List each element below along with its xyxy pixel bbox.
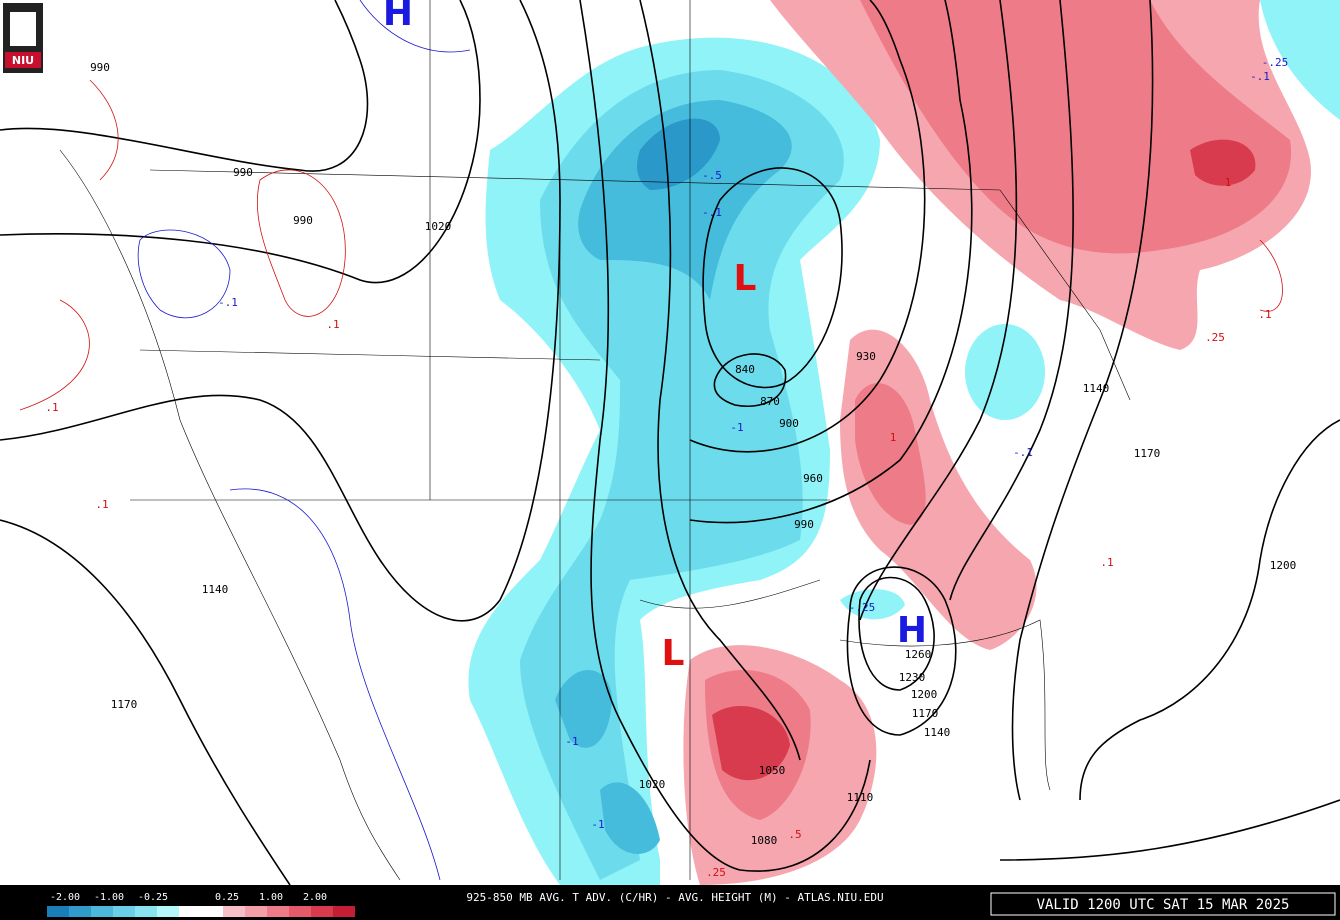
colorbar-label: 1.00 [259,892,283,903]
logo-text: NIU [12,54,34,67]
warm-advection-area [860,0,1292,254]
cold-advection-area [965,324,1045,420]
shading [468,0,1340,886]
advection-label: -.25 [849,601,876,614]
advection-label: -1 [591,818,604,831]
cold-advection-area [840,589,905,620]
pressure-center: H [383,0,413,34]
colorbar-swatch [135,906,157,917]
advection-label: .1 [45,401,58,414]
colorbar-swatch [223,906,245,917]
warm-advection-area [712,706,790,781]
valid-time: VALID 1200 UTC SAT 15 MAR 2025 [1037,897,1290,913]
colorbar-swatch [333,906,355,917]
pressure-center: H [897,610,927,651]
advection-label: -1 [565,735,578,748]
advection-label: .5 [788,828,801,841]
advection-label: .25 [1205,331,1225,344]
cold-advection-area [578,100,792,300]
logo-building [10,12,36,46]
advection-label: -.5 [702,169,722,182]
colorbar-swatch [245,906,267,917]
logo-band [5,52,41,68]
footer-title: 925-850 MB AVG. T ADV. (C/HR) - AVG. HEI… [466,891,883,904]
height-label: 1140 [202,583,229,596]
contours [0,0,1340,886]
valid-box [990,892,1336,916]
logo: NIU [3,3,43,73]
colorbar-swatch [289,906,311,917]
advection-label: -.25 [1262,56,1289,69]
height-label: 900 [779,417,799,430]
advection-label: -.1 [1013,446,1033,459]
height-label: 1140 [924,726,951,739]
height-label: 870 [760,395,780,408]
cold-advection-area [1260,0,1340,120]
height-label: 1020 [639,778,666,791]
advection-label: .1 [1258,308,1271,321]
height-label: 1170 [912,707,939,720]
height-label: 1080 [751,834,778,847]
pressure-center: L [662,633,685,674]
colorbar-label: -1.00 [94,892,124,903]
height-label: 1200 [911,688,938,701]
height-label: 1230 [899,671,926,684]
colorbar-swatch [69,906,91,917]
height-label: 930 [856,350,876,363]
advection-label: 1 [1225,176,1232,189]
advection-label: -.1 [702,206,722,219]
height-label: 990 [233,166,253,179]
advection-label: .1 [95,498,108,511]
height-label: 990 [293,214,313,227]
colorbar-swatch [311,906,333,917]
colorbar-swatch [201,906,223,917]
labels: H L L H 990 990 990 1020 840 870 900 930 960 990 1020 1… [45,0,1296,879]
height-label: 840 [735,363,755,376]
colorbar-label: -2.00 [50,892,80,903]
colorbar-swatch [47,906,69,917]
advection-label: .25 [706,866,726,879]
advection-label: -.1 [1250,70,1270,83]
colorbar-swatch [91,906,113,917]
cold-advection-area [637,118,720,190]
advection-label: .1 [1100,556,1113,569]
advection-label: 1 [890,431,897,444]
colorbar-label: -0.25 [138,892,168,903]
height-label: 1200 [1270,559,1297,572]
pressure-center: L [734,258,757,299]
colorbar-label: 0.25 [215,892,239,903]
colorbar: -2.00 -1.00 -0.25 0.25 1.00 2.00 [47,892,355,917]
advection-label: .1 [326,318,339,331]
height-label: 1260 [905,648,932,661]
colorbar-swatch [267,906,289,917]
height-label: 1110 [847,791,874,804]
colorbar-label: 2.00 [303,892,327,903]
advection-label: -1 [730,421,743,434]
advection-label: -.1 [218,296,238,309]
cold-advection-area [555,670,612,748]
height-label: 960 [803,472,823,485]
warm-advection-area [855,383,926,525]
height-label: 990 [794,518,814,531]
height-label: 1020 [425,220,452,233]
cold-advection-area [600,782,660,854]
warm-advection-area [1190,139,1256,186]
height-label: 1170 [1134,447,1161,460]
height-label: 1170 [111,698,138,711]
colorbar-swatch [157,906,179,917]
height-label: 1140 [1083,382,1110,395]
colorbar-swatch [179,906,201,917]
height-label: 990 [90,61,110,74]
colorbar-swatch [113,906,135,917]
height-label: 1050 [759,764,786,777]
